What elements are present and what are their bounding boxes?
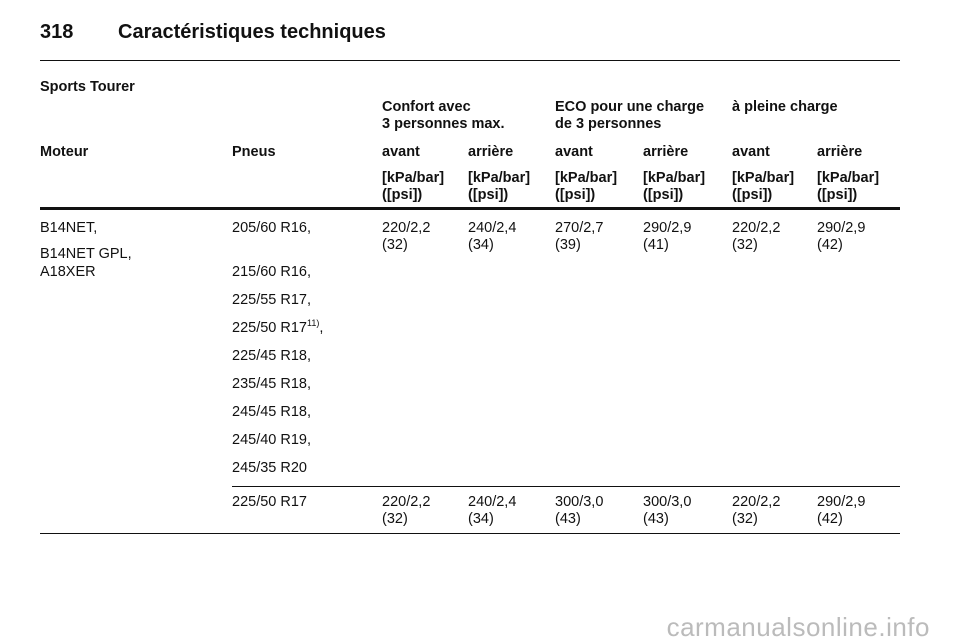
watermark: carmanualsonline.info [666,612,930,642]
pressure: 220/2,2 (32) [732,220,781,253]
tire-size: 225/55 R17, [232,292,311,309]
group-header: Confort avec 3 personnes max. [382,99,505,132]
pressure: 240/2,4 (34) [468,220,517,253]
rule [40,60,900,61]
unit-header: [kPa/bar] ([psi]) [555,170,618,203]
tire-size: 245/40 R19, [232,432,311,449]
unit-header: [kPa/bar] ([psi]) [643,170,706,203]
group-header: ECO pour une charge de 3 personnes [555,99,705,132]
tire-text: 225/55 R17, [232,292,312,308]
pressure: 290/2,9 (41) [643,220,692,253]
column-header: arrière [643,144,689,160]
tire-size: 245/45 R18, [232,404,311,421]
column-header: avant [382,144,420,160]
tire-size: 225/50 R1711), [232,318,324,337]
tire-text: 225/50 R17 [232,320,307,336]
column-header: avant [555,144,593,160]
tire-size: 225/45 R18, [232,348,311,365]
column-header: Pneus [232,144,276,160]
section-title: Sports Tourer [40,79,135,95]
pressure: 300/3,0 (43) [555,494,604,527]
pressure: 290/2,9 (42) [817,220,866,253]
pressure: 300/3,0 (43) [643,494,692,527]
pressure: 220/2,2 (32) [732,494,781,527]
rule [40,533,900,534]
pressure: 270/2,7 (39) [555,220,604,253]
tire-text: 215/60 R16, [232,264,312,280]
engine: A18XER [40,264,96,280]
tire-size: 245/35 R20 [232,460,307,477]
unit-header: [kPa/bar] ([psi]) [468,170,531,203]
tire-text: 205/60 R16, [232,220,312,236]
tire-size: 215/60 R16, [232,264,311,281]
tire-size: 205/60 R16, [232,220,311,237]
page-number: 318 [40,21,74,43]
pressure: 240/2,4 (34) [468,494,517,527]
tire-size: 225/50 R17 [232,494,307,511]
engine: B14NET GPL, [40,246,132,262]
page-title: Caractéristiques techniques [118,21,386,43]
tire-size: 235/45 R18, [232,376,311,393]
pressure: 220/2,2 (32) [382,220,431,253]
tire-text: 245/40 R19, [232,432,312,448]
tire-text: 245/35 R20 [232,460,307,476]
column-header: avant [732,144,770,160]
engine: B14NET, [40,220,98,236]
tire-text: 225/45 R18, [232,348,312,364]
unit-header: [kPa/bar] ([psi]) [817,170,880,203]
punctuation: , [319,320,324,336]
pressure: 220/2,2 (32) [382,494,431,527]
group-header: à pleine charge [732,99,838,115]
tire-text: 225/50 R17 [232,494,307,510]
footnote: 11) [306,318,320,329]
pressure: 290/2,9 (42) [817,494,866,527]
tire-text: 235/45 R18, [232,376,312,392]
column-header: arrière [468,144,514,160]
column-header: Moteur [40,144,89,160]
unit-header: [kPa/bar] ([psi]) [382,170,445,203]
rule [40,207,900,210]
column-header: arrière [817,144,863,160]
tire-text: 245/45 R18, [232,404,312,420]
unit-header: [kPa/bar] ([psi]) [732,170,795,203]
rule [232,486,900,487]
